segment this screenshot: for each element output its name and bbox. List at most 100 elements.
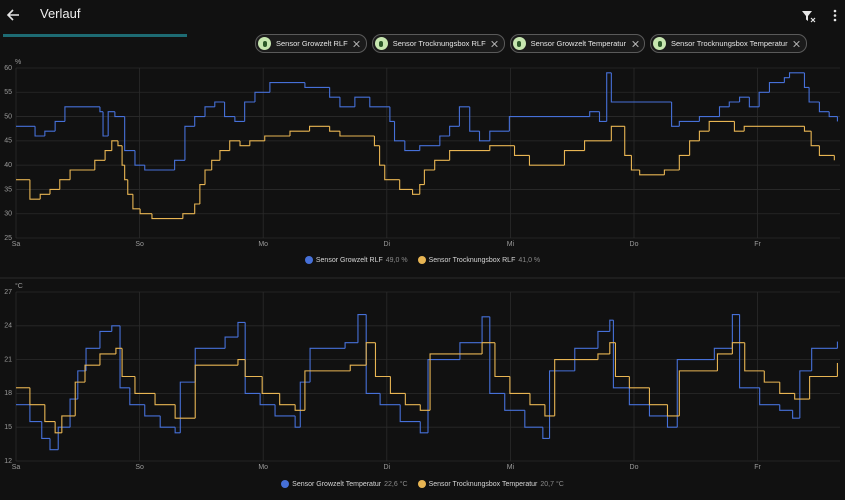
line-segment [489, 316, 505, 394]
x-tick-label: Di [383, 241, 390, 248]
line-segment [269, 82, 305, 93]
legend-item[interactable]: Sensor Trocknungsbox RLF 41,0 % [417, 256, 540, 264]
line-segment [134, 376, 156, 394]
line-segment [671, 102, 680, 127]
legend-item[interactable]: Sensor Trocknungsbox Temperatur 20,7 °C [417, 480, 564, 488]
chip-remove[interactable] [492, 41, 498, 47]
y-tick-label: 40 [4, 162, 12, 169]
line-segment [294, 404, 305, 411]
line-segment [419, 184, 425, 195]
line-segment [99, 330, 112, 349]
line-segment [229, 140, 241, 151]
legend: Sensor Growzelt RLF 49,0 % Sensor Trocknun… [0, 256, 845, 264]
line-segment [184, 125, 195, 161]
line-segment [763, 370, 780, 383]
line-segment [174, 404, 196, 419]
line-segment [111, 140, 118, 151]
line-segment [194, 203, 200, 214]
x-tick-label: Do [630, 241, 639, 248]
legend: Sensor Growzelt Temperatur 22,6 °C Sensor … [0, 480, 845, 488]
line-segment [678, 120, 700, 127]
line-segment [144, 404, 161, 417]
line-segment [708, 120, 735, 132]
line-segment [49, 438, 59, 451]
data-line [16, 120, 835, 220]
line-segment [224, 102, 235, 118]
legend-swatch [417, 480, 426, 488]
line-segment [818, 102, 830, 113]
line-segment [828, 111, 838, 118]
line-segment [799, 370, 812, 419]
line-segment [429, 353, 483, 411]
line-segment [357, 313, 367, 343]
line-segment [211, 159, 220, 170]
chip-remove[interactable] [632, 41, 638, 47]
line-segment [419, 404, 431, 411]
chip-icon [653, 37, 666, 50]
legend-item[interactable]: Sensor Growzelt Temperatur 22,6 °C [281, 480, 408, 488]
line-segment [99, 106, 104, 113]
chip-remove[interactable] [354, 41, 360, 47]
y-unit-label: °C [15, 282, 23, 290]
line-segment [698, 130, 710, 141]
line-segment [304, 82, 330, 88]
menu-button[interactable] [833, 9, 837, 22]
line-segment [459, 342, 483, 360]
line-segment [261, 376, 280, 394]
data-line [16, 342, 838, 434]
y-tick-label: 18 [4, 390, 12, 397]
line-segment [174, 427, 181, 434]
line-segment [788, 72, 805, 78]
line-segment [810, 131, 820, 147]
y-tick-label: 12 [4, 458, 12, 465]
line-segment [663, 169, 680, 175]
chip-remove[interactable] [794, 41, 800, 47]
line-segment [69, 398, 78, 428]
line-segment [439, 135, 450, 146]
line-segment [299, 381, 311, 428]
line-segment [349, 364, 367, 371]
line-segment [219, 150, 230, 161]
line-segment [59, 179, 71, 190]
entity-chip[interactable]: Sensor Trocknungsbox RLF [371, 34, 505, 53]
line-segment [606, 72, 612, 122]
line-segment [792, 410, 800, 419]
line-segment [544, 404, 555, 417]
y-tick-label: 55 [4, 89, 12, 96]
entity-chip[interactable]: Sensor Growzelt RLF [255, 34, 367, 53]
x-tick-label: Mi [507, 241, 515, 248]
line-segment [404, 140, 420, 152]
y-unit-label: % [15, 59, 21, 66]
line-segment [639, 170, 665, 176]
back-button[interactable] [6, 9, 19, 21]
line-segment [244, 359, 263, 378]
line-segment [111, 325, 121, 332]
line-segment [666, 404, 680, 417]
line-segment [598, 111, 607, 122]
line-segment [159, 415, 176, 428]
line-segment [373, 136, 380, 147]
chip-label: Sensor Trocknungsbox Temperatur [671, 39, 788, 48]
line-segment [379, 393, 401, 406]
line-segment [114, 111, 125, 118]
line-segment [144, 165, 175, 171]
entity-chip[interactable]: Sensor Growzelt Temperatur [509, 34, 645, 53]
x-tick-label: Sa [12, 241, 21, 248]
y-tick-label: 45 [4, 138, 12, 145]
line-segment [713, 347, 733, 360]
line-segment [344, 342, 358, 349]
chip-label: Sensor Growzelt RLF [276, 39, 348, 48]
filter-button[interactable] [802, 11, 812, 21]
entity-chip[interactable]: Sensor Trocknungsbox Temperatur [650, 34, 807, 53]
line-segment [739, 96, 750, 102]
line-segment [779, 382, 795, 394]
line-segment [365, 314, 381, 394]
x-tick-label: So [135, 241, 144, 248]
line-segment [609, 319, 614, 332]
line-segment [204, 106, 215, 117]
legend-item[interactable]: Sensor Growzelt RLF 49,0 % [304, 256, 408, 264]
x-tick-label: Mi [507, 464, 515, 471]
legend-name: Sensor Trocknungsbox RLF [428, 256, 516, 264]
line-segment [289, 130, 310, 136]
